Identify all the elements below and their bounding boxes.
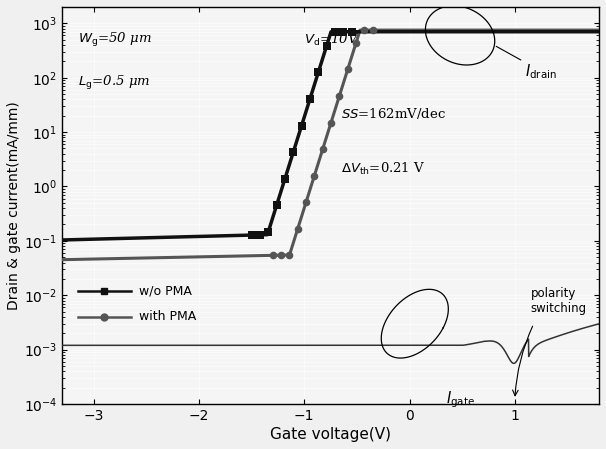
Text: $SS$=162mV/dec: $SS$=162mV/dec: [341, 106, 446, 121]
Text: $I_{\rm gate}$: $I_{\rm gate}$: [447, 389, 475, 410]
X-axis label: Gate voltage(V): Gate voltage(V): [270, 427, 391, 442]
Text: $I_{\rm drain}$: $I_{\rm drain}$: [525, 62, 557, 81]
Y-axis label: Drain & gate current(mA/mm): Drain & gate current(mA/mm): [7, 101, 21, 310]
Text: polarity
switching: polarity switching: [531, 286, 587, 314]
Text: $W_{\rm g}$=50 μm: $W_{\rm g}$=50 μm: [78, 31, 152, 48]
Text: w/o PMA: w/o PMA: [139, 285, 192, 297]
Text: $L_{\rm g}$=0.5 μm: $L_{\rm g}$=0.5 μm: [78, 74, 150, 92]
Text: $\Delta V_{\rm th}$=0.21 V: $\Delta V_{\rm th}$=0.21 V: [341, 161, 425, 177]
Text: $V_{\rm d}$=10V: $V_{\rm d}$=10V: [304, 31, 360, 48]
Text: with PMA: with PMA: [139, 310, 196, 323]
